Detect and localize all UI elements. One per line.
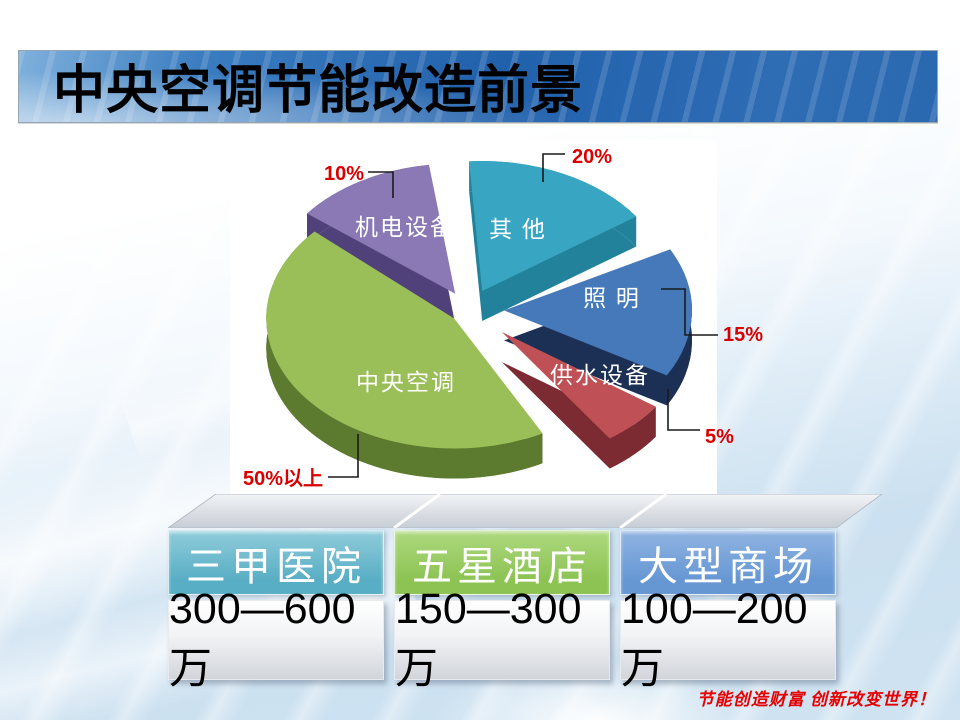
pie-leader-line-2 [661, 288, 718, 336]
table-value-hospital: 300—600万 [168, 585, 384, 693]
table-3d-top-separator [619, 494, 667, 528]
slide-title: 中央空调节能改造前景 [53, 62, 584, 120]
table-column-hotel: 五星酒店 150—300万 [394, 530, 610, 693]
pie-leader-line-3 [667, 389, 700, 431]
pie-slice-4 [266, 231, 543, 449]
pie-slice-label-2: 照 明 [583, 286, 641, 311]
pie-slice-2 [503, 249, 692, 376]
pie-percent-label-3: 5% [705, 426, 734, 448]
table-3d-top-face [168, 494, 883, 528]
table-value-mall: 100—200万 [620, 585, 836, 693]
pie-slice-label-0: 其 他 [489, 217, 547, 242]
table-column-hospital: 三甲医院 300—600万 [168, 530, 384, 693]
pie-slice-label-1: 机电设备 [355, 215, 455, 240]
table-header-mall: 大型商场 [620, 530, 836, 595]
pie-percent-label-0: 20% [572, 146, 612, 168]
table-header-hospital: 三甲医院 [168, 530, 384, 595]
pie-percent-label-1: 10% [324, 163, 364, 185]
pie-slice-label-4: 中央空调 [356, 370, 456, 395]
table-3d-top [168, 494, 883, 528]
title-bar: 中央空调节能改造前景 [18, 50, 938, 123]
pie-chart: 其 他 20% 机电设备 10% 照 明 15% 供水设备 5% 中央空调 50%以上 [230, 140, 763, 508]
table-column-mall: 大型商场 100—200万 [620, 530, 836, 693]
footer-slogan: 节能创造财富 创新改变世界！ [696, 690, 936, 709]
pie-leader-line-4 [328, 434, 359, 478]
pie-leader-line-0 [542, 153, 565, 182]
table-3d-top-separator [393, 494, 441, 528]
pie-slice-1 [307, 164, 456, 294]
table-header-hotel: 五星酒店 [394, 530, 610, 595]
pie-leader-line-1 [368, 171, 394, 198]
pie-slice-wall-3 [609, 406, 656, 469]
pie-percent-label-4: 50%以上 [243, 467, 323, 490]
pie-slice-3 [501, 332, 656, 439]
pie-slice-label-3: 供水设备 [550, 363, 650, 388]
pie-percent-label-2: 15% [723, 324, 763, 346]
pie-slice-0 [469, 161, 637, 292]
table-value-hotel: 150—300万 [394, 585, 610, 693]
